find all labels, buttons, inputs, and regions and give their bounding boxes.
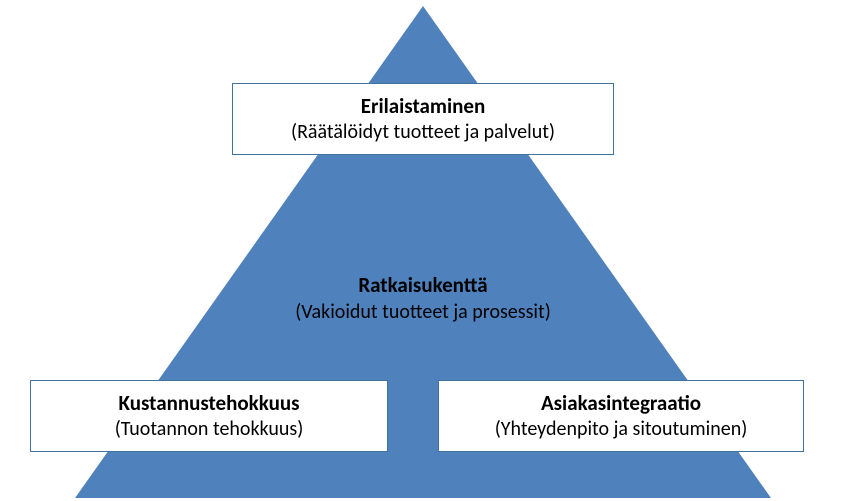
box-top: Erilaistaminen (Räätälöidyt tuotteet ja …: [232, 83, 614, 155]
box-bottom-left-title: Kustannustehokkuus: [118, 390, 299, 416]
center-subtitle: (Vakioidut tuotteet ja prosessit): [223, 299, 623, 325]
box-bottom-left-subtitle: (Tuotannon tehokkuus): [115, 417, 304, 442]
box-top-title: Erilaistaminen: [361, 93, 485, 119]
center-title: Ratkaisukenttä: [223, 272, 623, 299]
box-top-subtitle: (Räätälöidyt tuotteet ja palvelut): [291, 120, 555, 145]
diagram-stage: Ratkaisukenttä (Vakioidut tuotteet ja pr…: [0, 0, 846, 501]
box-bottom-right: Asiakasintegraatio (Yhteydenpito ja sito…: [438, 380, 804, 452]
box-bottom-right-subtitle: (Yhteydenpito ja sitoutuminen): [495, 417, 748, 442]
box-bottom-left: Kustannustehokkuus (Tuotannon tehokkuus): [30, 380, 388, 452]
center-label: Ratkaisukenttä (Vakioidut tuotteet ja pr…: [223, 272, 623, 325]
box-bottom-right-title: Asiakasintegraatio: [541, 390, 701, 416]
